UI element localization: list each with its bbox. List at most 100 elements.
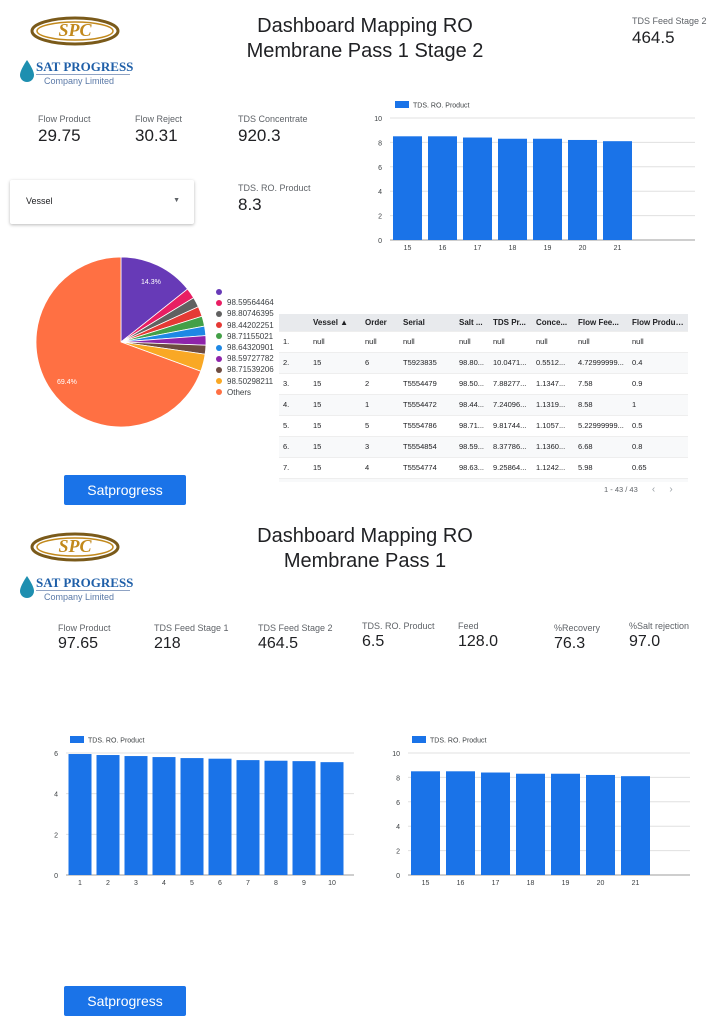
table-cell: 1 (628, 477, 688, 482)
kpi-salt-rejection: %Salt rejection 97.0 (629, 621, 690, 650)
table-cell: 1.1319... (532, 477, 574, 482)
table-cell: T5554774 (399, 456, 455, 478)
laurel-emblem-icon (30, 532, 120, 562)
vessel-data-table: Vessel ▲ Order Serial Salt ... TDS Pr... Conc… (279, 314, 688, 482)
chart1-x-tick: 20 (579, 245, 587, 252)
table-cell: 0.8 (628, 435, 688, 457)
table-row[interactable]: 2. 15 6 T5923835 98.80... 10.0471... 0.5512...… (279, 351, 688, 373)
table-row[interactable]: 5. 15 5 T5554786 98.71... 9.81744... 1.1057...… (279, 414, 688, 436)
company-logo-2: SPC SAT PROGRESS Company Limited (20, 530, 134, 610)
table-cell: 1 (628, 393, 688, 415)
table-cell: 5.98 (574, 456, 628, 478)
kpi-tds-concentrate: TDS Concentrate 920.3 (238, 114, 308, 145)
table-cell: 9.81744... (489, 414, 532, 436)
bar-chart-tds-ro-product-stage2: TDS. RO. Product 0 2 4 6 8 10 15 16 17 18 19 20 21 (374, 101, 695, 252)
pie-legend-item (216, 286, 274, 297)
legend-dot-icon (216, 288, 222, 295)
table-cell: 7.24096... (489, 393, 532, 415)
pie-legend-item: 98.80746395 (216, 308, 274, 319)
table-cell: 4. (279, 393, 309, 415)
chart1-y-tick: 10 (374, 116, 382, 123)
table-cell: 9.25864... (489, 456, 532, 478)
kpi-flow-product: Flow Product 29.75 (38, 114, 91, 145)
table-cell: 98.44... (455, 393, 489, 415)
vessel-dropdown[interactable]: Vessel ▼ (10, 180, 194, 224)
pie-legend-label: 98.50298211 (227, 376, 274, 386)
chart2-legend: TDS. RO. Product (70, 736, 144, 745)
kpi-feed: Feed 128.0 (458, 621, 499, 650)
chart2-y-tick: 4 (54, 792, 58, 799)
table-header-cell[interactable]: Flow Produc... (628, 314, 688, 331)
table-row[interactable]: 8.161T555479998.44...7.23613...1.1319...… (279, 477, 688, 482)
chart2-y-tick: 2 (54, 832, 58, 839)
kpi-tds-ro-product: TDS. RO. Product 8.3 (238, 183, 311, 214)
pie-legend: 98.59564464 98.80746395 98.44202251 98.7115… (216, 286, 274, 398)
chart1-y-tick: 2 (378, 214, 382, 221)
table-row[interactable]: 3. 15 2 T5554479 98.50... 7.88277... 1.1347...… (279, 372, 688, 394)
pie-legend-label: 98.64320901 (227, 343, 274, 353)
table-cell: 2. (279, 351, 309, 373)
pie-legend-label: 98.44202251 (227, 320, 274, 330)
satprogress-button[interactable]: Satprogress (64, 475, 186, 505)
table-cell: 1.1347... (532, 372, 574, 394)
logo-company-name: SAT PROGRESS (36, 575, 134, 590)
table-header-cell[interactable]: Vessel ▲ (309, 314, 361, 331)
table-cell: T5554799 (399, 477, 455, 482)
pie-legend-item: 98.50298211 (216, 376, 274, 387)
table-header-cell[interactable]: Order (361, 314, 399, 331)
chart3-x-tick: 19 (562, 880, 570, 887)
table-row[interactable]: 4. 15 1 T5554472 98.44... 7.24096... 1.1319...… (279, 393, 688, 415)
table-header-cell[interactable]: Serial (399, 314, 455, 331)
legend-dot-icon (216, 310, 222, 317)
chart2-bar (292, 761, 316, 875)
table-cell: 0.9 (628, 372, 688, 394)
next-page-icon[interactable]: › (669, 484, 673, 495)
legend-dot-icon (216, 378, 222, 385)
table-header-cell[interactable]: Salt ... (455, 314, 489, 331)
kpi-tds-ro-product-2: TDS. RO. Product 6.5 (362, 621, 435, 650)
table-header: Vessel ▲ Order Serial Salt ... TDS Pr... Conc… (279, 314, 688, 331)
chart2-bar (208, 758, 232, 875)
pie-legend-item: 98.71155021 (216, 331, 274, 342)
table-header-cell[interactable]: Flow Fee... (574, 314, 628, 331)
table-cell: 8.37786... (489, 435, 532, 457)
pie-slice-label: 69.4% (57, 379, 77, 386)
chart2-x-tick: 9 (302, 880, 306, 887)
chart2-bar (236, 760, 260, 875)
chart2-bar (124, 756, 148, 875)
satprogress-button-2[interactable]: Satprogress (64, 986, 186, 1016)
table-row[interactable]: 7. 15 4 T5554774 98.63... 9.25864... 1.1242...… (279, 456, 688, 478)
chart2-legend-label: TDS. RO. Product (88, 738, 144, 745)
pie-legend-item: 98.71539206 (216, 364, 274, 375)
pie-legend-label: 98.59564464 (227, 298, 274, 308)
table-cell: 7. (279, 456, 309, 478)
table-cell: T5923835 (399, 351, 455, 373)
chart1-legend-label: TDS. RO. Product (413, 103, 469, 110)
table-cell: null (574, 330, 628, 352)
chart1-bar (498, 138, 527, 240)
table-header-cell (279, 314, 309, 331)
chart1-legend: TDS. RO. Product (395, 101, 469, 110)
bar-chart-tds-ro-product-stage2-b: TDS. RO. Product 0 2 4 6 8 10 15 16 17 18 19 20 21 (392, 736, 690, 887)
kpi-flow-product-2: Flow Product 97.65 (58, 623, 111, 652)
table-cell: 98.71... (455, 414, 489, 436)
table-cell: 0.4 (628, 351, 688, 373)
kpi-recovery: %Recovery 76.3 (554, 623, 601, 652)
table-header-cell[interactable]: TDS Pr... (489, 314, 532, 331)
table-cell: 98.59... (455, 435, 489, 457)
table-row[interactable]: 1. null null null null null null null null (279, 330, 688, 352)
page-title-2: Dashboard Mapping RO Membrane Pass 1 (257, 525, 473, 572)
table-header-cell[interactable]: Conce... (532, 314, 574, 331)
pie-slice-label: 14.3% (141, 279, 161, 286)
table-cell: 98.44... (455, 477, 489, 482)
pie-legend-item: Others (216, 387, 274, 398)
table-cell: T5554479 (399, 372, 455, 394)
chart1-x-tick: 16 (439, 245, 447, 252)
vessel-dropdown-label: Vessel (26, 196, 53, 206)
prev-page-icon[interactable]: ‹ (651, 484, 656, 495)
chart1-x-tick: 18 (509, 245, 517, 252)
table-cell: null (361, 330, 399, 352)
table-cell: 15 (309, 435, 361, 457)
chart2-x-tick: 5 (190, 880, 194, 887)
table-row[interactable]: 6. 15 3 T5554854 98.59... 8.37786... 1.1360...… (279, 435, 688, 457)
